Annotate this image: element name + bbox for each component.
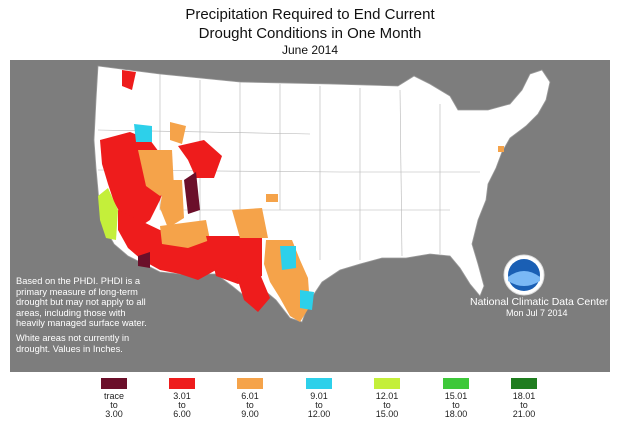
region-cyan-texas (280, 246, 296, 270)
legend-item: 9.01 to 12.00 (289, 376, 349, 420)
legend-item: 3.01 to 6.00 (152, 376, 212, 420)
map-title-line2: Drought Conditions in One Month (198, 25, 422, 42)
legend-label: 6.01 to 9.00 (241, 391, 259, 420)
region-green-california (98, 188, 118, 240)
legend-swatch (101, 378, 127, 389)
ncdc-date: Mon Jul 7 2014 (506, 308, 568, 318)
region-red-socal-arizona (118, 210, 216, 280)
legend-label: trace to 3.00 (103, 391, 124, 420)
region-orange-texas (264, 240, 310, 322)
legend-swatch (169, 378, 195, 389)
region-red-washington (122, 70, 136, 90)
legend-item: trace to 3.00 (84, 376, 144, 420)
region-maroon-southwest (138, 252, 150, 268)
legend-label: 18.01 to 21.00 (512, 391, 536, 420)
region-orange-kansas-patch (266, 194, 278, 202)
map-footnote: Based on the PHDI. PHDI is a primary mea… (16, 276, 156, 358)
map-legend: trace to 3.00 3.01 to 6.00 6.01 to 9.00 9.0… (0, 376, 620, 431)
legend-swatch (374, 378, 400, 389)
legend-item: 18.01 to 21.00 (494, 376, 554, 420)
legend-item: 12.01 to 15.00 (357, 376, 417, 420)
noaa-logo (503, 254, 545, 296)
region-orange-northeast (498, 146, 504, 152)
region-cyan-idaho (134, 124, 152, 142)
legend-swatch (306, 378, 332, 389)
region-cyan-texas-east (300, 290, 314, 310)
footnote-white-areas: White areas not currently in drought. Va… (16, 332, 130, 354)
region-red-texas-west (236, 274, 270, 312)
state-borders (97, 74, 480, 274)
legend-item: 15.01 to 18.00 (426, 376, 486, 420)
region-red-idaho-east (178, 140, 222, 178)
region-orange-utah (160, 180, 184, 228)
legend-item: 6.01 to 9.00 (220, 376, 280, 420)
region-maroon-utah (184, 172, 200, 214)
region-red-new-mexico (206, 236, 262, 284)
drought-map (10, 60, 610, 372)
ncdc-name: National Climatic Data Center (470, 296, 609, 308)
map-title: Precipitation Required to End Current (185, 6, 435, 23)
legend-label: 3.01 to 6.00 (173, 391, 191, 420)
legend-swatch (443, 378, 469, 389)
region-orange-new-mexico (160, 220, 210, 248)
region-orange-colorado (232, 208, 268, 238)
drought-regions (98, 70, 504, 322)
legend-label: 12.01 to 15.00 (375, 391, 399, 420)
map-subtitle: June 2014 (281, 43, 339, 57)
legend-swatch (237, 378, 263, 389)
ncdc-credit: National Climatic Data Center Mon Jul 7 … (470, 296, 610, 318)
legend-swatch (511, 378, 537, 389)
legend-label: 9.01 to 12.00 (307, 391, 331, 420)
footnote-phdi: Based on the PHDI. PHDI is a primary mea… (16, 276, 147, 329)
legend-label: 15.01 to 18.00 (444, 391, 468, 420)
region-orange-idaho (170, 122, 186, 144)
